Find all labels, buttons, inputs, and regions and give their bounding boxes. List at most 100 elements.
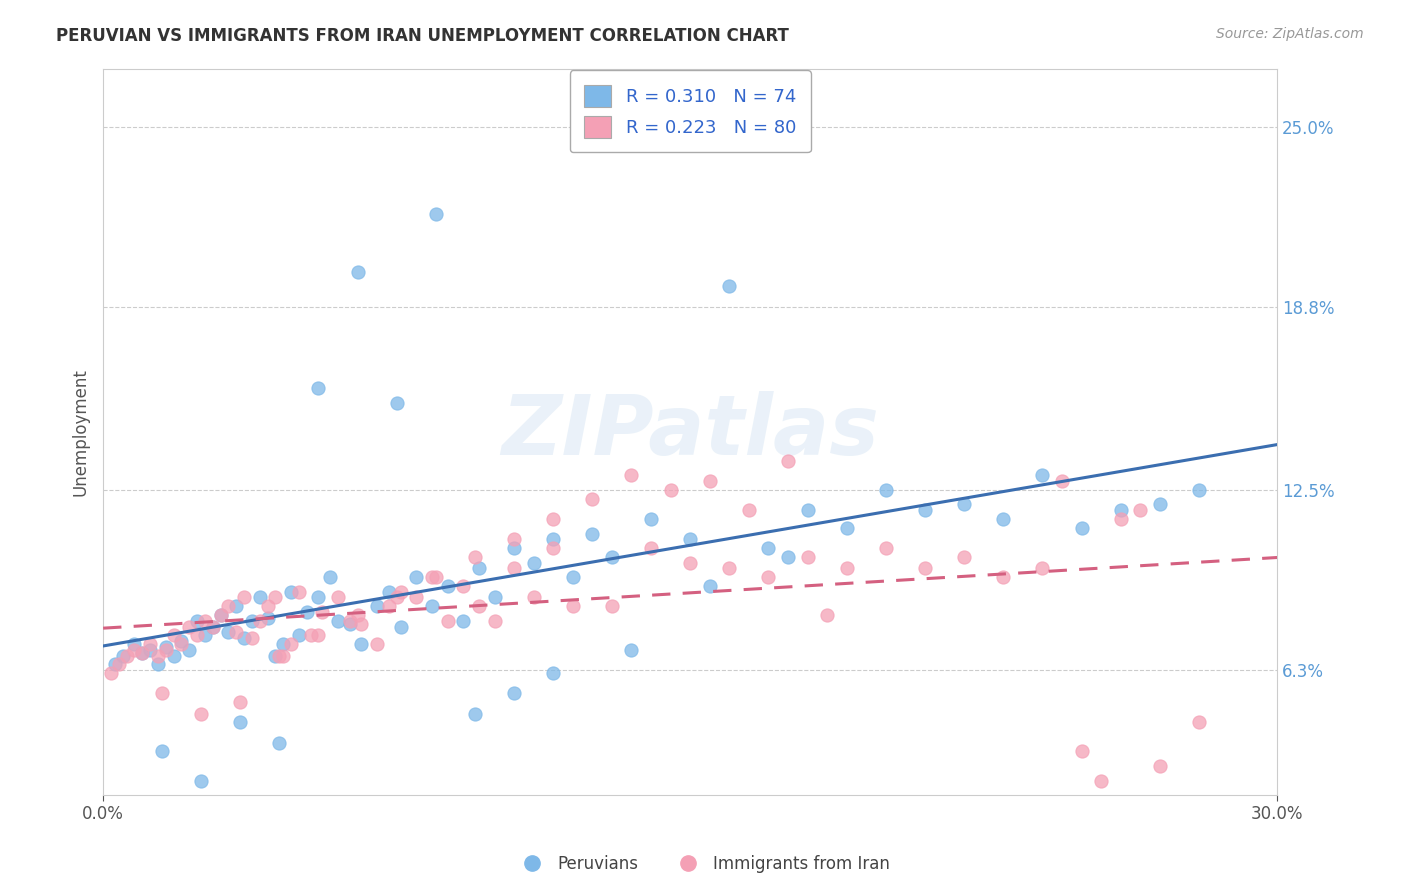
- Point: [100, 665, 122, 680]
- Point: [581, 491, 603, 506]
- Point: [269, 736, 291, 750]
- Point: [503, 561, 526, 575]
- Point: [271, 648, 294, 663]
- Point: [201, 619, 224, 633]
- Point: [229, 695, 252, 709]
- Point: [233, 591, 256, 605]
- Point: [194, 628, 217, 642]
- Point: [541, 541, 564, 555]
- Point: [209, 607, 232, 622]
- Point: [264, 591, 287, 605]
- Point: [914, 561, 936, 575]
- Point: [914, 503, 936, 517]
- Point: [620, 642, 643, 657]
- Point: [280, 637, 302, 651]
- Point: [311, 605, 333, 619]
- Point: [307, 591, 329, 605]
- Point: [131, 646, 153, 660]
- Point: [1109, 512, 1132, 526]
- Point: [366, 599, 388, 614]
- Y-axis label: Unemployment: Unemployment: [72, 368, 89, 496]
- Point: [1188, 483, 1211, 497]
- Point: [389, 584, 412, 599]
- Point: [523, 556, 546, 570]
- Point: [405, 591, 427, 605]
- Point: [541, 512, 564, 526]
- Point: [640, 512, 662, 526]
- Point: [1070, 521, 1092, 535]
- Point: [217, 599, 239, 614]
- Point: [581, 526, 603, 541]
- Point: [288, 628, 311, 642]
- Point: [600, 549, 623, 564]
- Point: [155, 642, 177, 657]
- Point: [541, 533, 564, 547]
- Point: [170, 634, 193, 648]
- Point: [131, 646, 153, 660]
- Point: [307, 628, 329, 642]
- Point: [190, 706, 212, 721]
- Point: [155, 640, 177, 654]
- Point: [385, 591, 408, 605]
- Point: [953, 498, 976, 512]
- Point: [269, 648, 291, 663]
- Point: [796, 503, 818, 517]
- Point: [264, 648, 287, 663]
- Point: [436, 614, 458, 628]
- Point: [307, 381, 329, 395]
- Point: [299, 628, 322, 642]
- Point: [953, 549, 976, 564]
- Point: [150, 744, 173, 758]
- Point: [225, 599, 247, 614]
- Point: [1149, 759, 1171, 773]
- Point: [339, 616, 361, 631]
- Point: [451, 579, 474, 593]
- Point: [875, 541, 897, 555]
- Text: ZIPatlas: ZIPatlas: [502, 392, 879, 472]
- Point: [319, 570, 342, 584]
- Point: [124, 637, 146, 651]
- Point: [503, 541, 526, 555]
- Point: [541, 665, 564, 680]
- Point: [271, 637, 294, 651]
- Point: [1129, 503, 1152, 517]
- Point: [1188, 715, 1211, 730]
- Point: [523, 591, 546, 605]
- Text: PERUVIAN VS IMMIGRANTS FROM IRAN UNEMPLOYMENT CORRELATION CHART: PERUVIAN VS IMMIGRANTS FROM IRAN UNEMPLO…: [56, 27, 789, 45]
- Point: [146, 648, 169, 663]
- Point: [179, 642, 201, 657]
- Point: [378, 584, 401, 599]
- Point: [389, 619, 412, 633]
- Point: [111, 648, 134, 663]
- Point: [288, 584, 311, 599]
- Point: [718, 279, 741, 293]
- Point: [295, 605, 318, 619]
- Point: [796, 549, 818, 564]
- Point: [162, 648, 184, 663]
- Point: [1109, 503, 1132, 517]
- Point: [405, 570, 427, 584]
- Point: [1070, 744, 1092, 758]
- Point: [194, 614, 217, 628]
- Point: [280, 584, 302, 599]
- Point: [468, 561, 491, 575]
- Point: [186, 614, 208, 628]
- Text: Source: ZipAtlas.com: Source: ZipAtlas.com: [1216, 27, 1364, 41]
- Point: [640, 541, 662, 555]
- Point: [718, 561, 741, 575]
- Point: [233, 631, 256, 645]
- Point: [229, 715, 252, 730]
- Point: [679, 556, 702, 570]
- Point: [150, 686, 173, 700]
- Point: [679, 533, 702, 547]
- Point: [1090, 773, 1112, 788]
- Point: [346, 607, 368, 622]
- Point: [464, 549, 486, 564]
- Point: [425, 570, 447, 584]
- Point: [1031, 468, 1053, 483]
- Point: [1031, 561, 1053, 575]
- Point: [738, 503, 761, 517]
- Point: [600, 599, 623, 614]
- Point: [217, 625, 239, 640]
- Point: [240, 614, 263, 628]
